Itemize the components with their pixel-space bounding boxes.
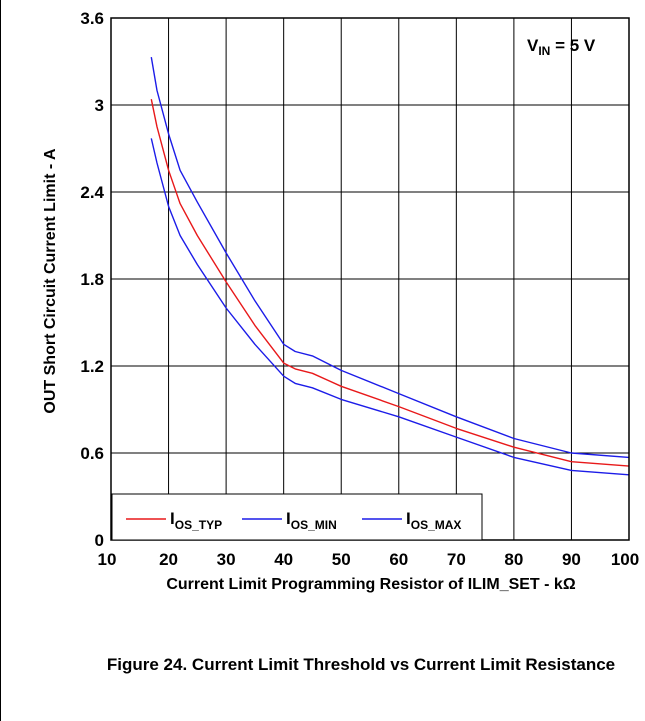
vin-annotation: VIN = 5 V	[527, 36, 596, 58]
legend-label-sub: OS_MAX	[411, 518, 462, 532]
legend-label: IOS_MIN	[286, 509, 337, 532]
y-tick-label: 0.6	[80, 444, 104, 463]
legend-label-sub: OS_TYP	[175, 518, 222, 532]
series-line-os-min	[150, 138, 630, 476]
y-axis-label: OUT Short Circuit Current Limit - A	[42, 148, 59, 414]
legend-label: IOS_MAX	[406, 509, 461, 532]
x-tick-label: 30	[217, 550, 236, 569]
x-axis-label-text: Current Limit Programming Resistor of IL…	[166, 576, 563, 593]
vin-annotation-main: V	[527, 36, 539, 55]
x-tick-labels: 10 20 30 40 50 60 70 80 90 100	[98, 550, 640, 569]
grid-lines	[110, 17, 630, 541]
y-tick-label: 3.6	[80, 9, 104, 28]
y-tick-label: 2.4	[80, 183, 104, 202]
x-tick-label: 100	[611, 550, 639, 569]
x-tick-label: 20	[159, 550, 178, 569]
legend-label-sub: OS_MIN	[291, 518, 337, 532]
x-tick-label: 60	[389, 550, 408, 569]
vin-annotation-sub: IN	[538, 44, 550, 58]
vin-annotation-rest: = 5 V	[550, 36, 596, 55]
y-tick-label: 1.8	[80, 270, 104, 289]
current-limit-chart: 00.61.21.82.433.6 10 20 30 40 50 60 70 80 90 100 …	[42, 9, 640, 593]
x-tick-label: 10	[98, 550, 117, 569]
x-tick-label: 80	[504, 550, 523, 569]
series-lines	[150, 56, 630, 476]
legend-label-main: I	[286, 509, 291, 528]
figure-caption: Figure 24. Current Limit Threshold vs Cu…	[106, 655, 616, 674]
x-tick-label: 90	[562, 550, 581, 569]
x-tick-label: 40	[274, 550, 293, 569]
series-line-os-max	[150, 56, 630, 459]
x-axis-label: Current Limit Programming Resistor of IL…	[166, 576, 576, 593]
x-tick-label: 70	[447, 550, 466, 569]
x-axis-label-unit: Ω	[563, 576, 576, 593]
y-tick-labels: 0 0.6 1.2 1.8 2.4 3 3.6	[80, 9, 104, 550]
legend-label-main: I	[406, 509, 411, 528]
y-tick-label: 1.2	[80, 357, 104, 376]
legend-label-main: I	[170, 509, 175, 528]
legend: IOS_TYP IOS_MIN IOS_MAX	[111, 493, 483, 541]
y-tick-label: 0	[95, 531, 104, 550]
y-tick-label: 3	[95, 96, 104, 115]
legend-label: IOS_TYP	[170, 509, 222, 532]
series-line-os-typ	[150, 99, 630, 467]
x-tick-label: 50	[332, 550, 351, 569]
legend-box	[111, 493, 483, 541]
